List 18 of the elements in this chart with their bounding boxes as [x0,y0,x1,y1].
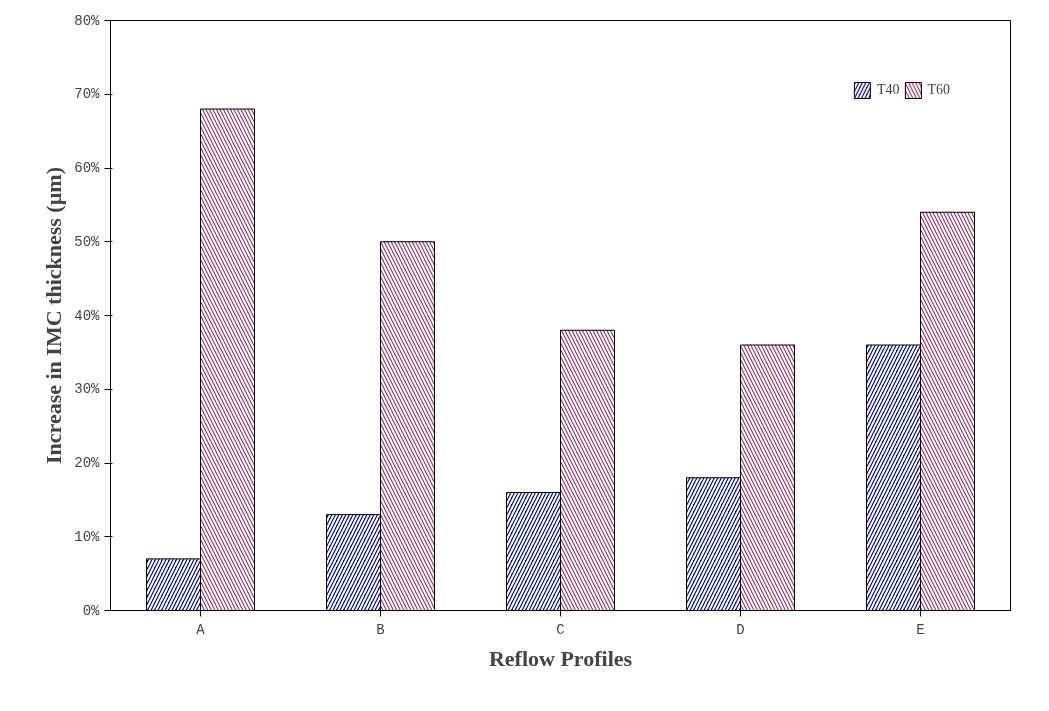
x-axis-title: Reflow Profiles [488,645,633,671]
legend-label: T60 [927,82,950,98]
y-tick-label: 20% [74,455,101,471]
y-tick-label: 30% [74,381,101,398]
x-tick-label: D [736,621,745,638]
y-tick-label: 40% [74,307,101,324]
x-tick-label: E [916,621,925,638]
x-tick-label: C [556,621,565,638]
x-tick-label: A [196,621,206,638]
y-tick-label: 0% [82,602,101,619]
x-tick-label: B [376,621,385,638]
y-tick-label: 10% [74,528,101,545]
y-tick-label: 50% [74,233,101,250]
y-tick-label: 60% [74,160,101,176]
y-tick-label: 80% [74,12,101,29]
y-tick-label: 70% [74,86,101,103]
legend-label: T40 [876,82,900,98]
y-axis-title: Increase in IMC thickness (µm) [41,166,67,465]
